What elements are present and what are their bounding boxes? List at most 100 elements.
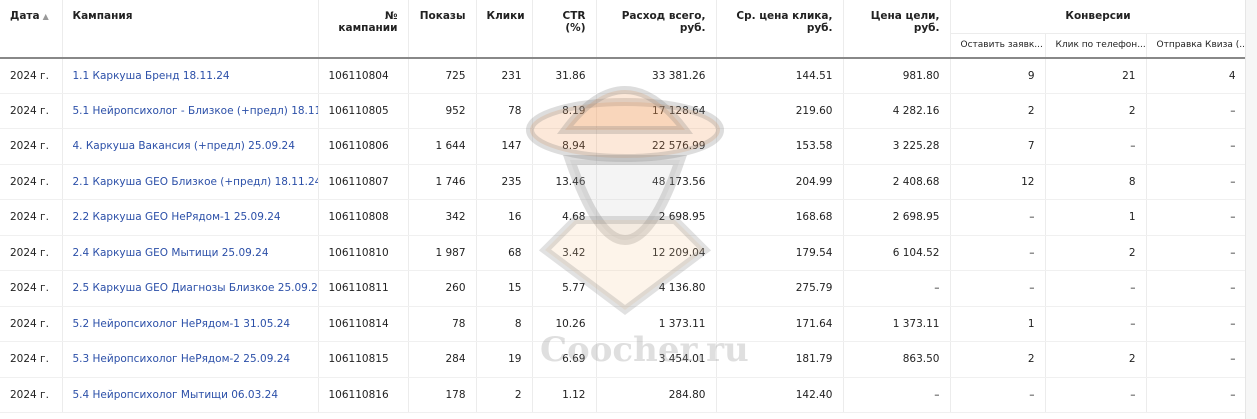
campaign-link[interactable]: 1.1 Каркуша Бренд 18.11.24 [62, 57, 319, 94]
cell-campaign-no: 106110806 [318, 128, 409, 165]
cell-clicks: 2 [476, 377, 533, 413]
col-spend[interactable]: Расход всего, руб. [596, 0, 717, 59]
col-campaign[interactable]: Кампания [62, 0, 319, 59]
cell-spend: 17 128.64 [596, 93, 717, 129]
cell-campaign-no: 106110815 [318, 341, 409, 378]
cell-date: 2024 г. [0, 128, 63, 165]
cell-goal-cost: 2 408.68 [843, 164, 951, 200]
cell-campaign-no: 106110810 [318, 235, 409, 271]
cell-clicks: 16 [476, 199, 533, 236]
cell-conv-phone-click: 21 [1045, 57, 1147, 94]
cell-clicks: 235 [476, 164, 533, 200]
cell-avg-cpc: 179.54 [716, 235, 844, 271]
col-clicks[interactable]: Клики [476, 0, 533, 59]
cell-avg-cpc: 275.79 [716, 270, 844, 307]
cell-goal-cost: 1 373.11 [843, 306, 951, 342]
cell-date: 2024 г. [0, 341, 63, 378]
campaign-link[interactable]: 2.5 Каркуша GEO Диагнозы Близкое 25.09.2… [62, 270, 319, 307]
cell-conv-request: 2 [950, 93, 1046, 129]
cell-goal-cost: 4 282.16 [843, 93, 951, 129]
cell-campaign-no: 106110816 [318, 377, 409, 413]
cell-date: 2024 г. [0, 57, 63, 94]
campaign-link[interactable]: 5.1 Нейропсихолог - Близкое (+предл) 18.… [62, 93, 319, 129]
cell-campaign-no: 106110807 [318, 164, 409, 200]
cell-conv-phone-click: 8 [1045, 164, 1147, 200]
cell-goal-cost: – [843, 377, 951, 413]
cell-spend: 12 209.04 [596, 235, 717, 271]
cell-avg-cpc: 181.79 [716, 341, 844, 378]
campaign-link[interactable]: 2.1 Каркуша GEO Близкое (+предл) 18.11.2… [62, 164, 319, 200]
cell-conv-quiz: – [1146, 377, 1247, 413]
campaign-link[interactable]: 5.3 Нейропсихолог НеРядом-2 25.09.24 [62, 341, 319, 378]
cell-conv-quiz: – [1146, 270, 1247, 307]
col-ctr[interactable]: CTR (%) [532, 0, 597, 59]
cell-avg-cpc: 144.51 [716, 57, 844, 94]
cell-impressions: 178 [408, 377, 477, 413]
cell-spend: 1 373.11 [596, 306, 717, 342]
cell-impressions: 725 [408, 57, 477, 94]
cell-impressions: 260 [408, 270, 477, 307]
table-row: 2024 г. 2.5 Каркуша GEO Диагнозы Близкое … [0, 270, 1247, 307]
cell-ctr: 8.19 [532, 93, 597, 129]
campaign-link[interactable]: 2.2 Каркуша GEO НеРядом-1 25.09.24 [62, 199, 319, 236]
col-conv-phone-click[interactable]: Клик по телефон... [1045, 33, 1147, 59]
col-conv-quiz[interactable]: Отправка Квиза (... [1146, 33, 1247, 59]
cell-conv-phone-click: – [1045, 128, 1147, 165]
cell-goal-cost: 2 698.95 [843, 199, 951, 236]
cell-clicks: 147 [476, 128, 533, 165]
cell-conv-quiz: – [1146, 235, 1247, 271]
cell-conv-phone-click: 2 [1045, 93, 1147, 129]
cell-conv-request: 7 [950, 128, 1046, 165]
cell-avg-cpc: 219.60 [716, 93, 844, 129]
col-goal-cost[interactable]: Цена цели, руб. [843, 0, 951, 59]
cell-conv-quiz: 4 [1146, 57, 1247, 94]
cell-clicks: 68 [476, 235, 533, 271]
col-avg-cpc[interactable]: Ср. цена клика, руб. [716, 0, 844, 59]
cell-conv-request: 1 [950, 306, 1046, 342]
cell-impressions: 1 987 [408, 235, 477, 271]
cell-clicks: 19 [476, 341, 533, 378]
cell-conv-quiz: – [1146, 306, 1247, 342]
cell-date: 2024 г. [0, 235, 63, 271]
cell-conv-quiz: – [1146, 341, 1247, 378]
table-row: 2024 г. 5.3 Нейропсихолог НеРядом-2 25.09… [0, 341, 1247, 378]
cell-clicks: 78 [476, 93, 533, 129]
cell-clicks: 15 [476, 270, 533, 307]
col-conv-request[interactable]: Оставить заявк... [950, 33, 1046, 59]
vertical-scrollbar[interactable] [1245, 0, 1257, 419]
table-row: 2024 г. 5.2 Нейропсихолог НеРядом-1 31.05… [0, 306, 1247, 342]
col-date[interactable]: Дата ▲ [0, 0, 63, 59]
cell-goal-cost: 863.50 [843, 341, 951, 378]
cell-conv-request: 2 [950, 341, 1046, 378]
cell-spend: 2 698.95 [596, 199, 717, 236]
cell-clicks: 231 [476, 57, 533, 94]
campaign-link[interactable]: 4. Каркуша Вакансия (+предл) 25.09.24 [62, 128, 319, 165]
cell-conv-quiz: – [1146, 128, 1247, 165]
campaign-link[interactable]: 2.4 Каркуша GEO Мытищи 25.09.24 [62, 235, 319, 271]
cell-spend: 33 381.26 [596, 57, 717, 94]
cell-conv-request: – [950, 270, 1046, 307]
cell-conv-request: 12 [950, 164, 1046, 200]
cell-spend: 3 454.01 [596, 341, 717, 378]
campaign-link[interactable]: 5.4 Нейропсихолог Мытищи 06.03.24 [62, 377, 319, 413]
cell-impressions: 342 [408, 199, 477, 236]
cell-conv-request: – [950, 199, 1046, 236]
cell-date: 2024 г. [0, 270, 63, 307]
col-campaign-no[interactable]: № кампании [318, 0, 409, 59]
sort-asc-icon[interactable]: ▲ [42, 12, 49, 21]
cell-date: 2024 г. [0, 93, 63, 129]
cell-conv-phone-click: – [1045, 377, 1147, 413]
cell-spend: 4 136.80 [596, 270, 717, 307]
cell-ctr: 31.86 [532, 57, 597, 94]
cell-conv-quiz: – [1146, 164, 1247, 200]
cell-goal-cost: 981.80 [843, 57, 951, 94]
cell-ctr: 10.26 [532, 306, 597, 342]
cell-goal-cost: 3 225.28 [843, 128, 951, 165]
cell-conv-request: – [950, 235, 1046, 271]
campaign-link[interactable]: 5.2 Нейропсихолог НеРядом-1 31.05.24 [62, 306, 319, 342]
col-impressions[interactable]: Показы [408, 0, 477, 59]
cell-ctr: 5.77 [532, 270, 597, 307]
cell-date: 2024 г. [0, 306, 63, 342]
cell-conv-phone-click: 2 [1045, 235, 1147, 271]
cell-avg-cpc: 204.99 [716, 164, 844, 200]
